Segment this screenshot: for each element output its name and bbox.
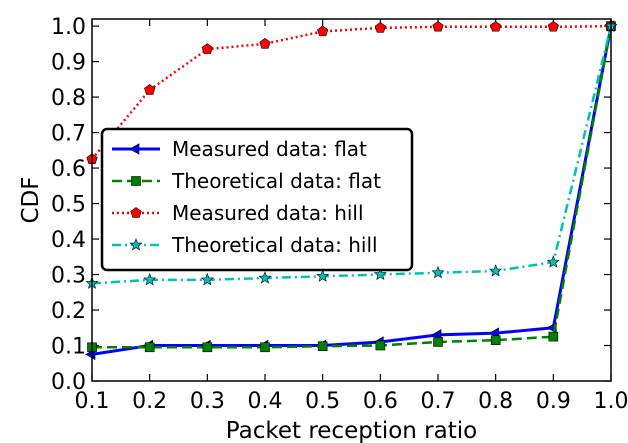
- data-point: [144, 342, 155, 353]
- y-tick-label: 0.3: [51, 264, 86, 289]
- data-point: [546, 255, 560, 268]
- data-point: [490, 335, 501, 345]
- x-tick-label: 0.8: [478, 389, 513, 414]
- data-point: [316, 269, 330, 282]
- x-tick-label: 0.2: [132, 389, 167, 414]
- data-point: [317, 341, 328, 352]
- x-tick-label: 0.1: [75, 389, 110, 414]
- data-point: [200, 273, 214, 286]
- x-tick-label: 0.5: [305, 389, 340, 414]
- series-layer: [85, 19, 618, 361]
- data-point: [202, 342, 213, 353]
- x-axis-label: Packet reception ratio: [226, 418, 477, 443]
- x-tick-label: 0.9: [536, 389, 571, 414]
- y-tick-label: 0.9: [51, 51, 86, 76]
- data-point: [375, 340, 386, 351]
- data-point: [144, 84, 156, 95]
- data-point: [317, 25, 329, 37]
- y-tick-label: 0.2: [51, 299, 86, 324]
- legend-box: [100, 127, 414, 272]
- x-tick-label: 1.0: [594, 389, 628, 414]
- y-tick-label: 0.6: [51, 157, 86, 182]
- legend-entries: Measured data: flat Theoretical data: fla…: [112, 137, 381, 257]
- legend-label: Measured data: hill: [172, 201, 364, 225]
- data-point: [431, 265, 445, 279]
- y-tick-label: 0.1: [51, 335, 86, 360]
- legend-entry: Theoretical data: flat: [112, 169, 381, 193]
- y-axis-label: CDF: [18, 177, 44, 224]
- legend-marker: [129, 143, 140, 155]
- ticks-layer: 0.1 0.2 0.3 0.4 0.5 0.6 0.7 0.8 0.9 1.00.00.10.20…: [51, 15, 628, 414]
- series-line: [91, 24, 612, 160]
- legend-marker: [131, 176, 141, 186]
- y-tick-label: 0.7: [51, 122, 86, 147]
- legend-entry: Theoretical data: hill: [112, 233, 378, 257]
- data-point: [260, 342, 270, 353]
- y-tick-label: 1.0: [51, 15, 86, 40]
- legend-label: Measured data: flat: [172, 137, 367, 161]
- x-tick-label: 0.7: [421, 389, 456, 414]
- plot-frame: [91, 18, 612, 382]
- data-point: [374, 21, 386, 33]
- series-line: [91, 25, 613, 356]
- x-tick-label: 0.4: [248, 389, 283, 414]
- y-tick-label: 0.8: [51, 86, 86, 111]
- legend-entry: Measured data: flat: [112, 137, 367, 161]
- legend: Measured data: flat Theoretical data: fla…: [100, 127, 414, 272]
- x-tick-label: 0.3: [190, 389, 225, 414]
- legend-label: Theoretical data: flat: [171, 169, 381, 193]
- x-tick-label: 0.6: [363, 389, 398, 414]
- data-point: [547, 20, 559, 32]
- legend-entry: Measured data: hill: [112, 201, 364, 225]
- series-line: [92, 25, 613, 349]
- data-point: [490, 20, 502, 32]
- legend-label: Theoretical data: hill: [171, 233, 378, 257]
- y-tick-label: 0.5: [51, 193, 86, 218]
- data-point: [258, 271, 272, 284]
- data-point: [373, 267, 387, 281]
- legend-marker: [130, 207, 142, 218]
- data-point: [433, 337, 443, 347]
- data-point: [201, 43, 213, 54]
- y-tick-label: 0.4: [51, 228, 86, 253]
- data-point: [143, 273, 157, 286]
- data-point: [489, 264, 503, 277]
- data-point: [259, 37, 271, 49]
- data-point: [548, 331, 559, 342]
- data-point: [432, 20, 444, 32]
- y-tick-label: 0.0: [51, 370, 86, 395]
- legend-marker: [129, 238, 143, 251]
